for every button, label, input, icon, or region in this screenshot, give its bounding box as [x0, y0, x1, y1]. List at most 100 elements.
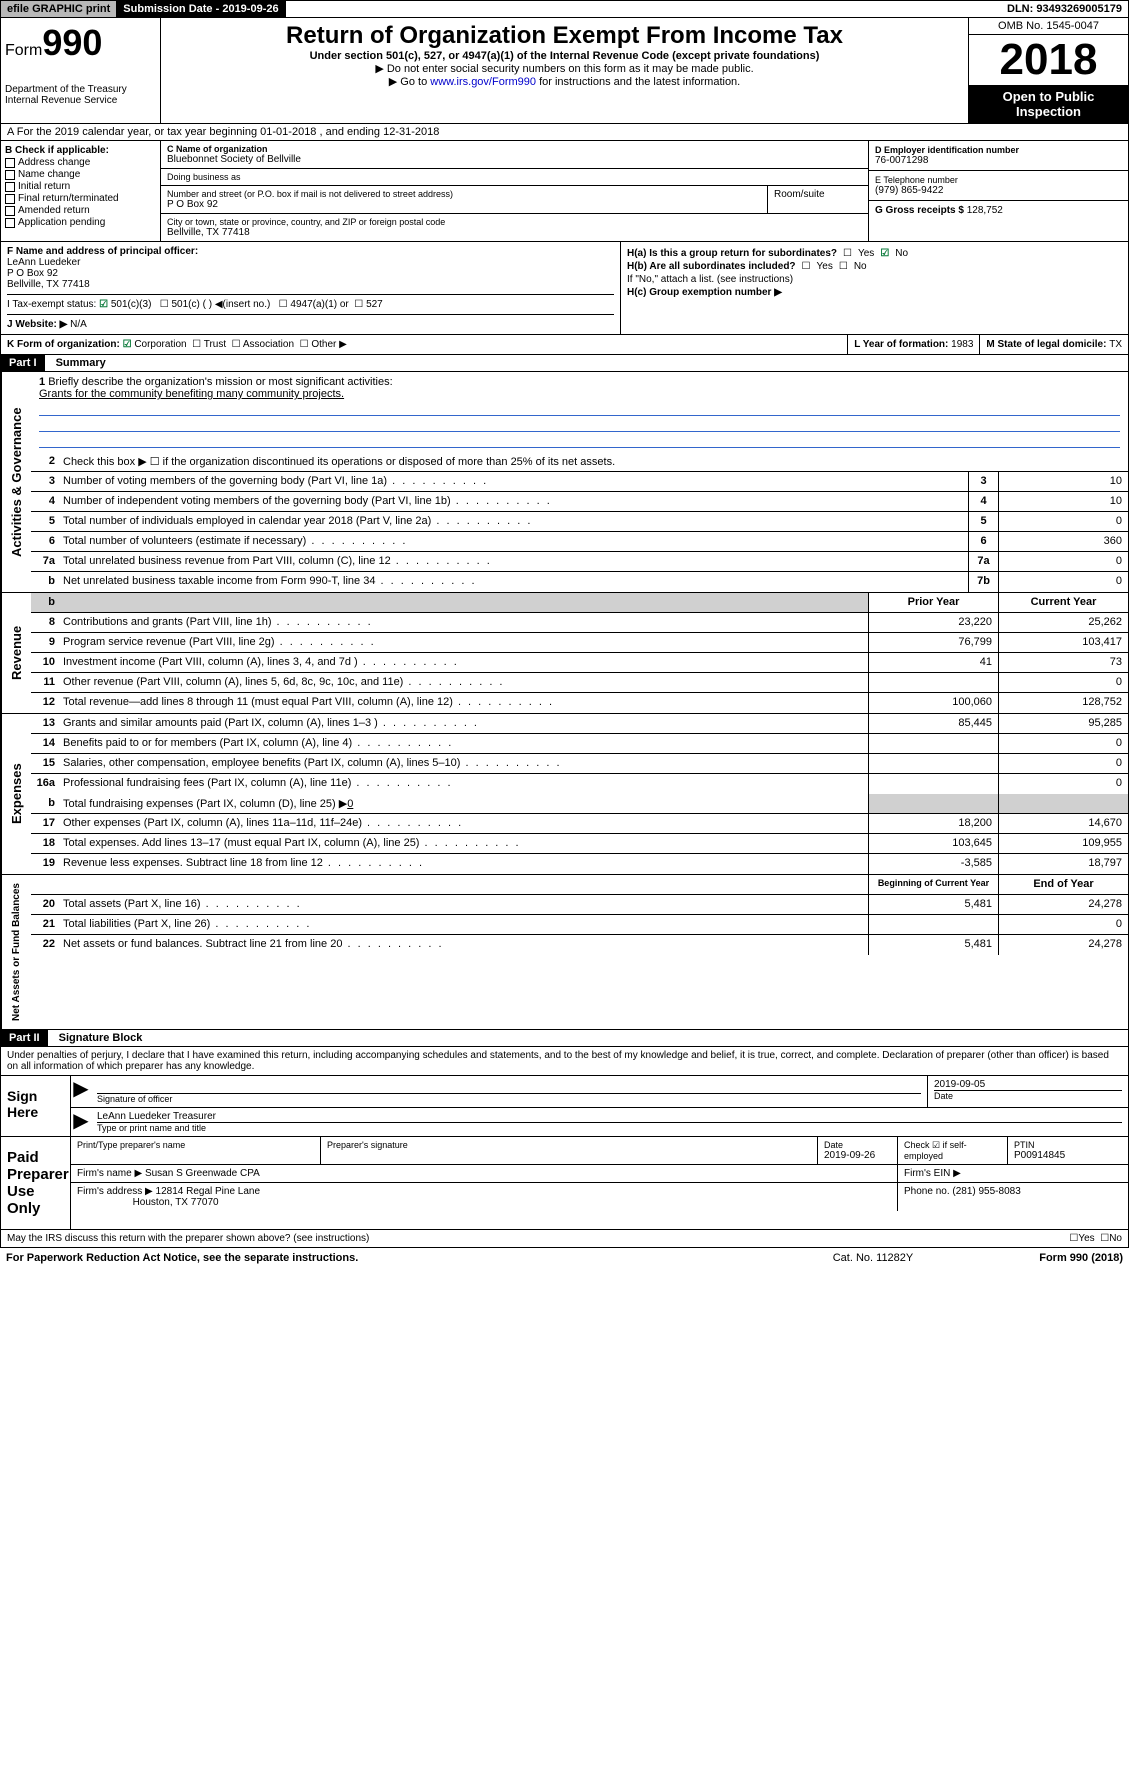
j-label: J Website: ▶: [7, 319, 67, 330]
tax-year: 2018: [969, 35, 1128, 85]
e-label: E Telephone number: [875, 175, 1122, 185]
firm-addr1: 12814 Regal Pine Lane: [156, 1186, 261, 1197]
line-15-prior: [868, 754, 998, 773]
prior-year-header: Prior Year: [868, 593, 998, 612]
line-19-current: 18,797: [998, 854, 1128, 874]
line-10-prior: 41: [868, 653, 998, 672]
line-21-current: 0: [998, 915, 1128, 934]
line-14-desc: Benefits paid to or for members (Part IX…: [59, 734, 868, 753]
paid-preparer-label: Paid Preparer Use Only: [1, 1137, 71, 1229]
top-toolbar: efile GRAPHIC print Submission Date - 20…: [0, 0, 1129, 18]
cb-address[interactable]: Address change: [5, 157, 156, 168]
line-16a-prior: [868, 774, 998, 794]
check-501c3: ☑: [99, 299, 108, 310]
line-15-desc: Salaries, other compensation, employee b…: [59, 754, 868, 773]
line-5-box: 5: [968, 512, 998, 531]
principal-name: LeAnn Luedeker: [7, 257, 614, 268]
line-17-desc: Other expenses (Part IX, column (A), lin…: [59, 814, 868, 833]
l-label: L Year of formation:: [854, 339, 951, 350]
line-7a-desc: Total unrelated business revenue from Pa…: [59, 552, 968, 571]
line-8-current: 25,262: [998, 613, 1128, 632]
line2: Check this box ▶ ☐ if the organization d…: [59, 452, 1128, 471]
omb-number: OMB No. 1545-0047: [969, 18, 1128, 35]
line-16a-current: 0: [998, 774, 1128, 794]
line-18-prior: 103,645: [868, 834, 998, 853]
line-13-prior: 85,445: [868, 714, 998, 733]
line-6-val: 360: [998, 532, 1128, 551]
dba-label: Doing business as: [167, 172, 862, 182]
open-public-badge: Open to Public Inspection: [969, 85, 1128, 123]
line-13-current: 95,285: [998, 714, 1128, 733]
officer-name: LeAnn Luedeker Treasurer: [97, 1111, 1122, 1122]
note-link: ▶ Go to www.irs.gov/Form990 for instruct…: [165, 75, 964, 88]
line-9-prior: 76,799: [868, 633, 998, 652]
c-label: C Name of organization: [167, 144, 862, 154]
line-3-val: 10: [998, 472, 1128, 491]
line-20-desc: Total assets (Part X, line 16): [59, 895, 868, 914]
activities-section: Activities & Governance 1 Briefly descri…: [0, 372, 1129, 593]
gross-receipts: 128,752: [967, 205, 1003, 216]
discuss-line: May the IRS discuss this return with the…: [0, 1230, 1129, 1248]
part1-bar: Part I Summary: [0, 355, 1129, 372]
line-12-desc: Total revenue—add lines 8 through 11 (mu…: [59, 693, 868, 713]
check-b-label: B Check if applicable:: [5, 145, 156, 156]
form-header: Form990 Department of the Treasury Inter…: [0, 18, 1129, 124]
hb-note: If "No," attach a list. (see instruction…: [627, 274, 1122, 285]
cb-pending[interactable]: Application pending: [5, 217, 156, 228]
line-9-desc: Program service revenue (Part VIII, line…: [59, 633, 868, 652]
form-subtitle: Under section 501(c), 527, or 4947(a)(1)…: [165, 50, 964, 62]
activities-label: Activities & Governance: [1, 372, 31, 592]
line-20-prior: 5,481: [868, 895, 998, 914]
revenue-section: Revenue bPrior YearCurrent Year 8Contrib…: [0, 593, 1129, 714]
form-number: Form990: [5, 22, 156, 64]
line-3-box: 3: [968, 472, 998, 491]
d-label: D Employer identification number: [875, 145, 1122, 155]
line-22-prior: 5,481: [868, 935, 998, 955]
prep-name-label: Print/Type preparer's name: [71, 1137, 321, 1164]
line-3-desc: Number of voting members of the governin…: [59, 472, 968, 491]
perjury-text: Under penalties of perjury, I declare th…: [1, 1047, 1128, 1076]
line-11-desc: Other revenue (Part VIII, column (A), li…: [59, 673, 868, 692]
irs-label: Internal Revenue Service: [5, 95, 156, 106]
line-b-desc: Net unrelated business taxable income fr…: [59, 572, 968, 592]
part2-title: Signature Block: [51, 1030, 151, 1046]
line-17-prior: 18,200: [868, 814, 998, 833]
prep-date: 2019-09-26: [824, 1150, 891, 1161]
cb-amended[interactable]: Amended return: [5, 205, 156, 216]
sign-here-label: Sign Here: [1, 1076, 71, 1136]
begin-header: Beginning of Current Year: [868, 875, 998, 894]
efile-button[interactable]: efile GRAPHIC print: [1, 1, 117, 17]
line-4-val: 10: [998, 492, 1128, 511]
addr-label: Number and street (or P.O. box if mail i…: [167, 189, 761, 199]
ein: 76-0071298: [875, 155, 1122, 166]
phone: (979) 865-9422: [875, 185, 1122, 196]
current-year-header: Current Year: [998, 593, 1128, 612]
line-22-current: 24,278: [998, 935, 1128, 955]
line-10-desc: Investment income (Part VIII, column (A)…: [59, 653, 868, 672]
firm-ein-label: Firm's EIN ▶: [898, 1165, 1128, 1182]
prep-sig-label: Preparer's signature: [321, 1137, 818, 1164]
hc-label: H(c) Group exemption number ▶: [627, 287, 782, 298]
irs-link[interactable]: www.irs.gov/Form990: [430, 76, 536, 88]
line-12-prior: 100,060: [868, 693, 998, 713]
form-footer: Form 990 (2018): [973, 1252, 1123, 1264]
expenses-section: Expenses 13Grants and similar amounts pa…: [0, 714, 1129, 875]
i-label: I Tax-exempt status:: [7, 299, 96, 310]
mission-text: Grants for the community benefiting many…: [39, 388, 344, 400]
expenses-label: Expenses: [1, 714, 31, 874]
cb-final[interactable]: Final return/terminated: [5, 193, 156, 204]
line-13-desc: Grants and similar amounts paid (Part IX…: [59, 714, 868, 733]
line-8-desc: Contributions and grants (Part VIII, lin…: [59, 613, 868, 632]
line-17-current: 14,670: [998, 814, 1128, 833]
cb-initial[interactable]: Initial return: [5, 181, 156, 192]
line-4-box: 4: [968, 492, 998, 511]
netassets-section: Net Assets or Fund Balances Beginning of…: [0, 875, 1129, 1030]
line-18-desc: Total expenses. Add lines 13–17 (must eq…: [59, 834, 868, 853]
part2-bar: Part II Signature Block: [0, 1030, 1129, 1047]
line-22-desc: Net assets or fund balances. Subtract li…: [59, 935, 868, 955]
line-5-val: 0: [998, 512, 1128, 531]
cb-name[interactable]: Name change: [5, 169, 156, 180]
line-5-desc: Total number of individuals employed in …: [59, 512, 968, 531]
line-b-box: 7b: [968, 572, 998, 592]
line-10-current: 73: [998, 653, 1128, 672]
